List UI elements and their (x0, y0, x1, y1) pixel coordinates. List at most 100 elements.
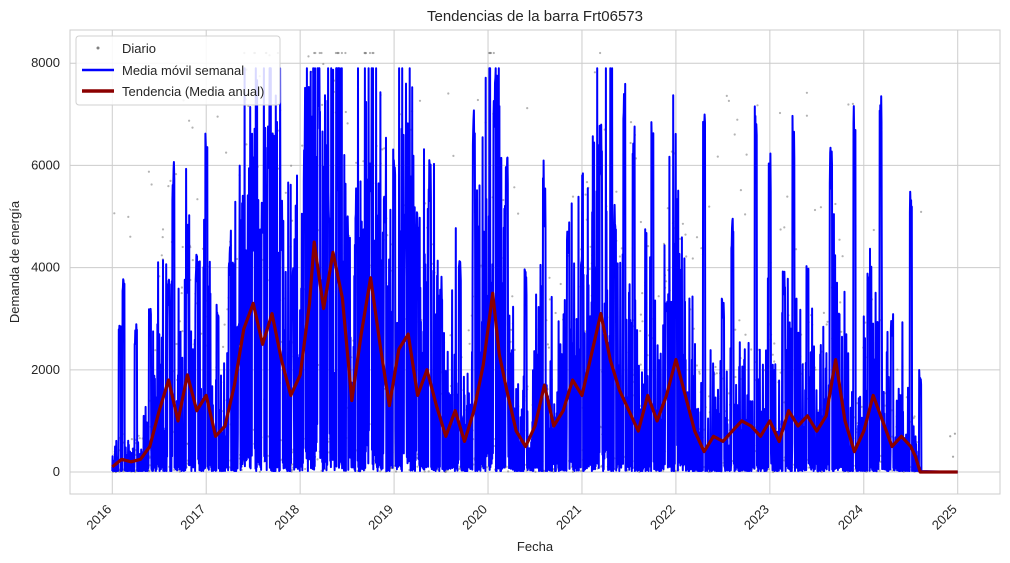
daily-point (756, 104, 759, 107)
daily-point (839, 301, 842, 304)
daily-point (307, 55, 310, 58)
daily-point (169, 179, 172, 182)
daily-point (725, 94, 728, 97)
daily-point (695, 236, 699, 239)
daily-point (896, 368, 899, 371)
daily-point (154, 349, 157, 352)
daily-point (585, 181, 589, 184)
daily-point (160, 254, 163, 257)
daily-point (698, 372, 701, 375)
daily-point (371, 51, 374, 55)
daily-point (714, 365, 717, 369)
daily-point (571, 195, 575, 198)
daily-point (847, 103, 850, 106)
daily-point (819, 206, 823, 209)
daily-point (920, 210, 923, 213)
daily-point (744, 213, 747, 216)
daily-point (188, 119, 191, 122)
daily-point (517, 212, 520, 215)
daily-point (344, 110, 347, 114)
legend: Diario Media móvil semanal Tendencia (Me… (75, 35, 281, 106)
x-tick-label: 2019 (365, 502, 396, 533)
daily-point (744, 333, 747, 336)
daily-point (727, 99, 731, 102)
daily-point (779, 228, 782, 231)
daily-point (510, 328, 513, 331)
x-tick-label: 2020 (459, 502, 490, 533)
daily-point (615, 190, 618, 193)
daily-point (773, 342, 776, 345)
daily-point (416, 465, 419, 468)
daily-point (301, 144, 304, 147)
daily-point (783, 226, 786, 229)
y-tick-label: 6000 (31, 157, 60, 172)
y-tick-label: 4000 (31, 260, 60, 275)
daily-point (427, 470, 430, 473)
daily-point (175, 342, 178, 346)
daily-point (468, 342, 471, 345)
x-tick-label: 2022 (647, 502, 678, 533)
daily-point (593, 71, 597, 74)
daily-point (534, 470, 537, 473)
daily-point (795, 248, 798, 251)
daily-point (316, 458, 319, 461)
daily-point (147, 170, 150, 173)
x-tick-label: 2023 (741, 502, 772, 533)
daily-point (113, 212, 116, 215)
daily-point (180, 292, 183, 295)
daily-point (547, 346, 551, 349)
daily-point (600, 465, 603, 468)
daily-point (698, 370, 701, 373)
daily-point (161, 236, 164, 239)
daily-point (825, 323, 828, 326)
daily-point (629, 121, 633, 124)
daily-point (364, 51, 367, 55)
daily-point (513, 186, 516, 189)
legend-daily-label: Diario (122, 41, 156, 56)
daily-point (851, 102, 855, 105)
daily-point (826, 320, 829, 323)
daily-point (951, 455, 955, 458)
x-tick-label: 2017 (177, 502, 208, 533)
daily-point (476, 98, 479, 102)
daily-point (559, 282, 562, 286)
daily-point (379, 470, 382, 473)
daily-point (681, 222, 685, 225)
daily-point (554, 311, 557, 315)
daily-point (949, 435, 952, 438)
daily-point (913, 415, 916, 418)
y-tick-label: 2000 (31, 362, 60, 377)
y-tick-label: 8000 (31, 55, 60, 70)
daily-point (161, 228, 165, 231)
daily-point (838, 238, 841, 241)
legend-daily-marker (96, 46, 100, 50)
daily-point (467, 329, 470, 332)
daily-point (834, 202, 837, 206)
daily-point (629, 141, 632, 145)
daily-point (738, 319, 741, 322)
legend-weekly-label: Media móvil semanal (122, 63, 244, 78)
daily-point (423, 470, 426, 473)
x-tick-label: 2016 (83, 502, 114, 533)
daily-point (739, 189, 743, 192)
daily-point (488, 51, 491, 55)
daily-point (180, 286, 183, 289)
daily-point (127, 215, 130, 218)
daily-point (346, 122, 349, 125)
daily-point (258, 470, 261, 473)
daily-point (641, 320, 644, 323)
daily-point (304, 467, 307, 471)
x-tick-label: 2025 (929, 502, 960, 533)
daily-point (313, 51, 316, 55)
daily-point (137, 434, 140, 437)
x-axis-label: Fecha (517, 539, 554, 554)
daily-point (716, 155, 719, 158)
x-tick-label: 2024 (835, 502, 866, 533)
daily-point (618, 255, 622, 258)
daily-point (340, 51, 343, 55)
daily-point (452, 154, 455, 157)
daily-point (734, 375, 737, 379)
daily-point (841, 255, 844, 258)
daily-point (191, 259, 194, 262)
